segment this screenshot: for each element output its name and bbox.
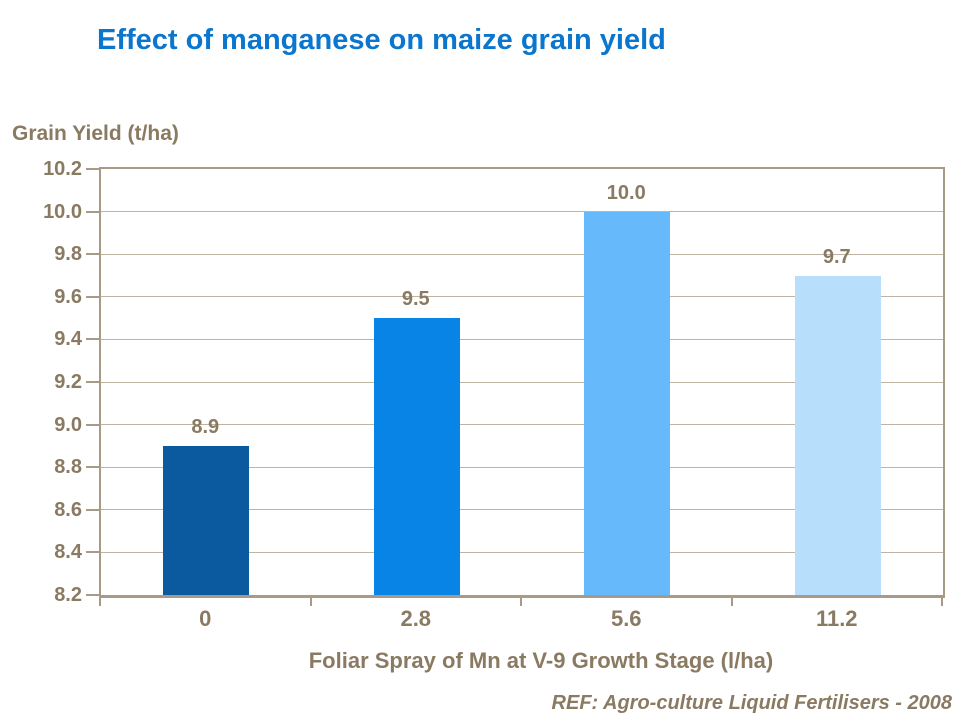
gridline [101, 338, 943, 340]
gridline [101, 253, 943, 255]
y-axis-title: Grain Yield (t/ha) [12, 122, 179, 145]
x-tick-label: 5.6 [610, 606, 642, 631]
gridline [101, 381, 943, 383]
gridline [101, 466, 943, 468]
x-axis-boundary-tick [99, 598, 101, 606]
gridline [101, 551, 943, 553]
bar-value-label: 8.9 [191, 415, 220, 438]
y-tick-mark [86, 423, 99, 426]
gridline [101, 509, 943, 511]
y-tick-mark [86, 466, 99, 469]
bar-5.6 [584, 211, 671, 595]
bar-0 [163, 445, 250, 595]
bar-value-label: 9.5 [401, 288, 430, 311]
y-tick-mark [86, 508, 99, 511]
x-axis-boundary-tick [730, 598, 733, 606]
footnote-reference: REF: Agro-culture Liquid Fertilisers - 2… [551, 692, 952, 714]
y-tick-mark [86, 551, 99, 554]
x-tick-label: 11.2 [815, 606, 858, 631]
y-tick-label: 9.0 [54, 413, 82, 436]
y-tick-label: 8.6 [54, 498, 82, 521]
bar-11.2 [794, 275, 881, 595]
y-tick-mark [86, 338, 99, 341]
x-axis-boundary-tick [309, 598, 312, 606]
x-axis-boundary-tick [520, 598, 522, 606]
y-tick-label: 9.4 [54, 328, 82, 351]
y-tick-label: 8.8 [54, 456, 82, 479]
y-tick-mark [86, 253, 99, 256]
gridline [101, 211, 943, 213]
bar-value-label: 10.0 [606, 181, 646, 204]
y-tick-label: 8.2 [54, 584, 82, 606]
y-tick-mark [86, 381, 99, 383]
chart-title: Effect of manganese on maize grain yield [97, 24, 666, 56]
x-axis-boundary-tick [941, 598, 943, 606]
y-tick-label: 9.8 [54, 243, 82, 266]
bar-value-label: 9.7 [822, 245, 851, 268]
y-tick-mark [86, 594, 99, 596]
y-tick-label: 8.4 [54, 541, 82, 564]
bar-2.8 [373, 318, 460, 595]
y-tick-label: 9.2 [54, 371, 82, 393]
gridline [101, 424, 943, 426]
y-tick-label: 9.6 [54, 285, 82, 308]
y-tick-mark [86, 295, 99, 298]
x-tick-label: 2.8 [400, 606, 432, 631]
y-tick-mark [86, 168, 99, 170]
y-tick-mark [86, 210, 99, 213]
x-axis-title: Foliar Spray of Mn at V-9 Growth Stage (… [308, 648, 774, 673]
y-tick-label: 10.0 [43, 200, 82, 223]
y-tick-label: 10.2 [43, 158, 82, 180]
plot-area [99, 167, 945, 598]
gridline [101, 296, 943, 298]
x-tick-label: 0 [199, 606, 212, 631]
